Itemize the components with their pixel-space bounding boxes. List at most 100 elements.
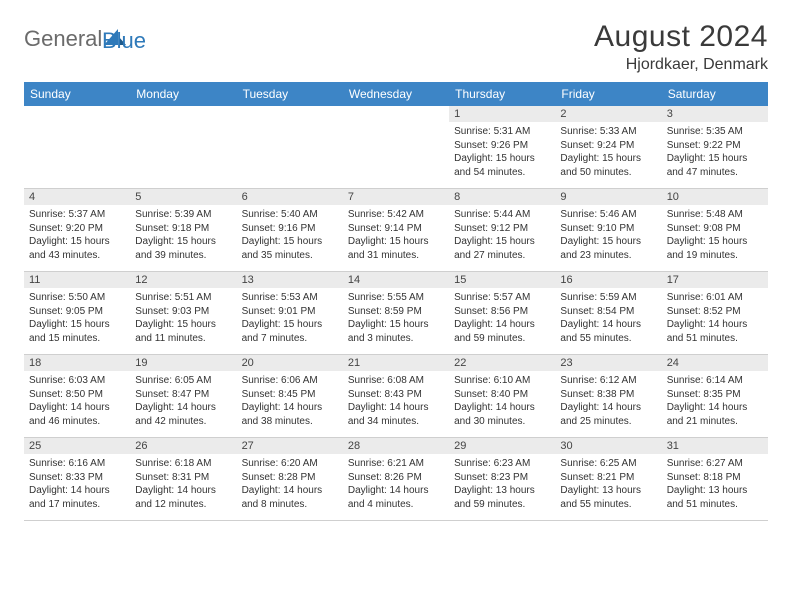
sunrise-text: Sunrise: 5:51 AM bbox=[135, 291, 231, 305]
sunset-text: Sunset: 9:18 PM bbox=[135, 222, 231, 236]
day-data: Sunrise: 6:12 AMSunset: 8:38 PMDaylight:… bbox=[555, 371, 661, 432]
daylight-text: Daylight: 14 hours and 12 minutes. bbox=[135, 484, 231, 511]
title-block: August 2024 Hjordkaer, Denmark bbox=[594, 20, 768, 74]
day-cell bbox=[343, 106, 449, 188]
sunset-text: Sunset: 8:35 PM bbox=[667, 388, 763, 402]
day-data: Sunrise: 5:46 AMSunset: 9:10 PMDaylight:… bbox=[555, 205, 661, 266]
week-row: 25Sunrise: 6:16 AMSunset: 8:33 PMDayligh… bbox=[24, 438, 768, 521]
sunrise-text: Sunrise: 5:44 AM bbox=[454, 208, 550, 222]
sunset-text: Sunset: 8:54 PM bbox=[560, 305, 656, 319]
day-number: 6 bbox=[237, 189, 343, 205]
sunset-text: Sunset: 9:10 PM bbox=[560, 222, 656, 236]
day-data: Sunrise: 5:40 AMSunset: 9:16 PMDaylight:… bbox=[237, 205, 343, 266]
day-cell: 5Sunrise: 5:39 AMSunset: 9:18 PMDaylight… bbox=[130, 189, 236, 271]
day-data: Sunrise: 6:20 AMSunset: 8:28 PMDaylight:… bbox=[237, 454, 343, 515]
day-number: 16 bbox=[555, 272, 661, 288]
sunset-text: Sunset: 9:03 PM bbox=[135, 305, 231, 319]
day-data: Sunrise: 5:39 AMSunset: 9:18 PMDaylight:… bbox=[130, 205, 236, 266]
sunrise-text: Sunrise: 6:06 AM bbox=[242, 374, 338, 388]
day-number: 3 bbox=[662, 106, 768, 122]
day-data: Sunrise: 6:25 AMSunset: 8:21 PMDaylight:… bbox=[555, 454, 661, 515]
day-number: 23 bbox=[555, 355, 661, 371]
sunrise-text: Sunrise: 6:01 AM bbox=[667, 291, 763, 305]
day-data: Sunrise: 5:35 AMSunset: 9:22 PMDaylight:… bbox=[662, 122, 768, 183]
day-cell: 20Sunrise: 6:06 AMSunset: 8:45 PMDayligh… bbox=[237, 355, 343, 437]
day-number: 29 bbox=[449, 438, 555, 454]
day-data: Sunrise: 5:59 AMSunset: 8:54 PMDaylight:… bbox=[555, 288, 661, 349]
sunset-text: Sunset: 8:28 PM bbox=[242, 471, 338, 485]
sunset-text: Sunset: 8:47 PM bbox=[135, 388, 231, 402]
sunrise-text: Sunrise: 5:42 AM bbox=[348, 208, 444, 222]
day-cell: 29Sunrise: 6:23 AMSunset: 8:23 PMDayligh… bbox=[449, 438, 555, 520]
sunset-text: Sunset: 9:05 PM bbox=[29, 305, 125, 319]
daylight-text: Daylight: 14 hours and 21 minutes. bbox=[667, 401, 763, 428]
day-cell: 1Sunrise: 5:31 AMSunset: 9:26 PMDaylight… bbox=[449, 106, 555, 188]
daylight-text: Daylight: 14 hours and 17 minutes. bbox=[29, 484, 125, 511]
sunrise-text: Sunrise: 5:46 AM bbox=[560, 208, 656, 222]
sunrise-text: Sunrise: 5:40 AM bbox=[242, 208, 338, 222]
sunrise-text: Sunrise: 6:05 AM bbox=[135, 374, 231, 388]
day-cell: 25Sunrise: 6:16 AMSunset: 8:33 PMDayligh… bbox=[24, 438, 130, 520]
day-number: 17 bbox=[662, 272, 768, 288]
sunrise-text: Sunrise: 6:03 AM bbox=[29, 374, 125, 388]
day-cell: 26Sunrise: 6:18 AMSunset: 8:31 PMDayligh… bbox=[130, 438, 236, 520]
daylight-text: Daylight: 15 hours and 3 minutes. bbox=[348, 318, 444, 345]
sunrise-text: Sunrise: 6:08 AM bbox=[348, 374, 444, 388]
day-number: 8 bbox=[449, 189, 555, 205]
daylight-text: Daylight: 15 hours and 27 minutes. bbox=[454, 235, 550, 262]
weekday-header: Sunday bbox=[24, 82, 130, 106]
day-number: 7 bbox=[343, 189, 449, 205]
day-number: 11 bbox=[24, 272, 130, 288]
daylight-text: Daylight: 14 hours and 42 minutes. bbox=[135, 401, 231, 428]
day-cell: 9Sunrise: 5:46 AMSunset: 9:10 PMDaylight… bbox=[555, 189, 661, 271]
sunrise-text: Sunrise: 5:55 AM bbox=[348, 291, 444, 305]
day-cell bbox=[24, 106, 130, 188]
sunset-text: Sunset: 9:26 PM bbox=[454, 139, 550, 153]
sunrise-text: Sunrise: 6:20 AM bbox=[242, 457, 338, 471]
daylight-text: Daylight: 15 hours and 31 minutes. bbox=[348, 235, 444, 262]
daylight-text: Daylight: 15 hours and 7 minutes. bbox=[242, 318, 338, 345]
day-number: 4 bbox=[24, 189, 130, 205]
sunset-text: Sunset: 9:12 PM bbox=[454, 222, 550, 236]
daylight-text: Daylight: 13 hours and 51 minutes. bbox=[667, 484, 763, 511]
day-data: Sunrise: 5:55 AMSunset: 8:59 PMDaylight:… bbox=[343, 288, 449, 349]
day-data: Sunrise: 6:23 AMSunset: 8:23 PMDaylight:… bbox=[449, 454, 555, 515]
day-data: Sunrise: 5:31 AMSunset: 9:26 PMDaylight:… bbox=[449, 122, 555, 183]
day-cell: 27Sunrise: 6:20 AMSunset: 8:28 PMDayligh… bbox=[237, 438, 343, 520]
day-data: Sunrise: 6:05 AMSunset: 8:47 PMDaylight:… bbox=[130, 371, 236, 432]
day-data: Sunrise: 5:37 AMSunset: 9:20 PMDaylight:… bbox=[24, 205, 130, 266]
day-number: 13 bbox=[237, 272, 343, 288]
sunset-text: Sunset: 8:45 PM bbox=[242, 388, 338, 402]
day-cell: 8 Sunrise: 5:44 AMSunset: 9:12 PMDaylight… bbox=[449, 189, 555, 271]
sunrise-text: Sunrise: 6:10 AM bbox=[454, 374, 550, 388]
day-data: Sunrise: 5:50 AMSunset: 9:05 PMDaylight:… bbox=[24, 288, 130, 349]
day-number: 5 bbox=[130, 189, 236, 205]
sunset-text: Sunset: 8:52 PM bbox=[667, 305, 763, 319]
day-cell: 17Sunrise: 6:01 AMSunset: 8:52 PMDayligh… bbox=[662, 272, 768, 354]
daylight-text: Daylight: 15 hours and 39 minutes. bbox=[135, 235, 231, 262]
day-number: 22 bbox=[449, 355, 555, 371]
sunrise-text: Sunrise: 6:14 AM bbox=[667, 374, 763, 388]
day-data: Sunrise: 6:14 AMSunset: 8:35 PMDaylight:… bbox=[662, 371, 768, 432]
day-number: 18 bbox=[24, 355, 130, 371]
sunset-text: Sunset: 9:22 PM bbox=[667, 139, 763, 153]
sunset-text: Sunset: 8:18 PM bbox=[667, 471, 763, 485]
daylight-text: Daylight: 14 hours and 38 minutes. bbox=[242, 401, 338, 428]
day-number: 10 bbox=[662, 189, 768, 205]
day-cell bbox=[237, 106, 343, 188]
month-title: August 2024 bbox=[594, 20, 768, 54]
day-data: Sunrise: 6:06 AMSunset: 8:45 PMDaylight:… bbox=[237, 371, 343, 432]
sunrise-text: Sunrise: 5:31 AM bbox=[454, 125, 550, 139]
day-data: Sunrise: 5:53 AMSunset: 9:01 PMDaylight:… bbox=[237, 288, 343, 349]
day-data: Sunrise: 6:21 AMSunset: 8:26 PMDaylight:… bbox=[343, 454, 449, 515]
daylight-text: Daylight: 15 hours and 15 minutes. bbox=[29, 318, 125, 345]
day-number: 9 bbox=[555, 189, 661, 205]
sunset-text: Sunset: 8:23 PM bbox=[454, 471, 550, 485]
daylight-text: Daylight: 15 hours and 19 minutes. bbox=[667, 235, 763, 262]
daylight-text: Daylight: 14 hours and 34 minutes. bbox=[348, 401, 444, 428]
daylight-text: Daylight: 14 hours and 55 minutes. bbox=[560, 318, 656, 345]
day-data: Sunrise: 6:18 AMSunset: 8:31 PMDaylight:… bbox=[130, 454, 236, 515]
day-cell: 30Sunrise: 6:25 AMSunset: 8:21 PMDayligh… bbox=[555, 438, 661, 520]
sunrise-text: Sunrise: 6:23 AM bbox=[454, 457, 550, 471]
sunrise-text: Sunrise: 5:37 AM bbox=[29, 208, 125, 222]
